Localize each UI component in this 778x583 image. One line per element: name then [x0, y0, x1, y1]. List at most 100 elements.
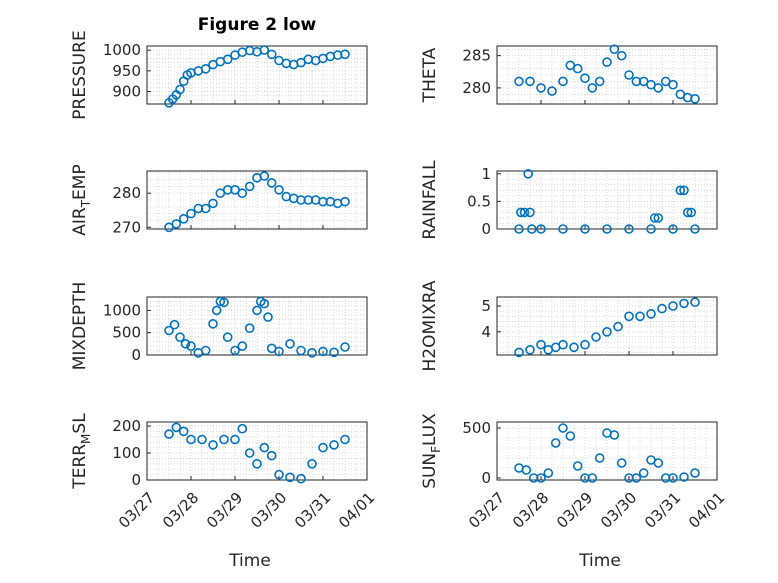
y-axis-label: TERRMSL [70, 413, 93, 490]
data-point [690, 297, 700, 308]
data-point [274, 469, 284, 480]
data-point [536, 339, 546, 350]
data-point [340, 49, 350, 60]
data-point [580, 73, 590, 83]
data-point [186, 434, 196, 445]
data-point [572, 63, 583, 74]
y-tick-label: 280 [112, 184, 141, 202]
data-point [219, 297, 229, 308]
data-point [296, 345, 306, 356]
axes-border [146, 296, 368, 356]
data-point [186, 208, 196, 219]
data-point [171, 219, 182, 229]
data-point [307, 347, 317, 358]
y-axis-label: SUNFLUX [420, 413, 443, 489]
data-point [340, 434, 350, 445]
data-point [259, 298, 270, 309]
y-tick-label: 4 [481, 323, 491, 341]
data-point [180, 338, 191, 349]
axes-border [496, 296, 718, 356]
y-axis-label: PRESSURE [70, 30, 90, 119]
data-point [175, 332, 185, 343]
x-tick-label: 03/30 [597, 489, 640, 532]
data-point [200, 64, 211, 74]
data-point [558, 224, 568, 234]
y-tick-label: 270 [112, 218, 141, 236]
data-point [668, 224, 678, 234]
axes-border [496, 170, 718, 230]
data-point [296, 473, 306, 484]
data-point [208, 198, 218, 209]
y-tick-label: 1000 [103, 41, 141, 59]
data-point [550, 438, 561, 448]
data-point [222, 332, 233, 343]
data-point [569, 342, 579, 353]
data-point [679, 185, 689, 196]
x-tick-label: 03/31 [291, 489, 334, 532]
data-point [587, 83, 598, 93]
axes-border [146, 421, 368, 481]
data-point [591, 332, 601, 342]
y-axis-label: H2OMIXRA [420, 280, 440, 371]
y-tick-label: 200 [112, 417, 141, 435]
data-point [690, 468, 700, 478]
panel-rainfall: 0 0.5 1 RAINFALL [420, 160, 718, 240]
data-point [653, 458, 664, 468]
data-point [266, 450, 277, 461]
data-point [565, 431, 576, 441]
data-point [252, 458, 262, 469]
data-point [175, 84, 185, 95]
axes-frame [496, 170, 718, 230]
data-point [646, 224, 656, 234]
axes-border [496, 421, 718, 481]
data-point [594, 453, 605, 463]
y-tick-label: 0 [131, 346, 141, 364]
data-point [657, 303, 667, 314]
figure-title: Figure 2 low [198, 15, 317, 35]
data-point [690, 224, 700, 234]
x-tick-label: 03/29 [553, 489, 596, 532]
x-tick-label: 03/31 [641, 489, 684, 532]
data-point [200, 345, 211, 356]
data-point [208, 318, 218, 329]
y-axis-label: RAINFALL [420, 160, 440, 240]
data-point [200, 203, 211, 214]
x-tick-label: 03/27 [115, 489, 158, 532]
data-point [649, 213, 660, 223]
y-tick-label: 500 [112, 324, 141, 342]
data-point [668, 301, 678, 311]
data-point [653, 83, 664, 93]
y-axis-label: AIRTEMP [70, 164, 93, 235]
x-tick-label: 03/27 [465, 489, 508, 532]
data-point [164, 429, 174, 439]
data-point [514, 224, 524, 234]
panel-mixdepth: 0 500 1000 MIXDEPTH [70, 282, 368, 370]
data-point [616, 50, 627, 61]
data-point [675, 185, 686, 196]
data-point [244, 181, 255, 192]
data-point [244, 323, 255, 334]
data-point [616, 458, 627, 468]
panel-air-temp: 270 280 AIRTEMP [70, 164, 368, 236]
data-point [208, 440, 218, 450]
y-tick-label: 1 [481, 165, 491, 183]
data-point [521, 465, 532, 475]
data-point [340, 196, 350, 207]
data-point [679, 472, 689, 482]
y-tick-label: 0 [131, 471, 141, 489]
data-point [536, 224, 546, 234]
x-tick-label: 03/29 [203, 489, 246, 532]
data-point [266, 49, 277, 60]
data-point [171, 422, 182, 433]
data-point [536, 473, 546, 483]
data-point [178, 214, 189, 224]
panel-terr-msl: 0 100 200 TERRMSL 03/27 03/28 03/29 03/30 03/31 0… [70, 413, 378, 571]
data-point [624, 70, 634, 80]
data-point [690, 94, 700, 104]
data-point [525, 344, 535, 355]
data-point [197, 434, 207, 445]
data-point [519, 207, 530, 218]
data-point [638, 468, 649, 478]
data-point [340, 342, 350, 352]
